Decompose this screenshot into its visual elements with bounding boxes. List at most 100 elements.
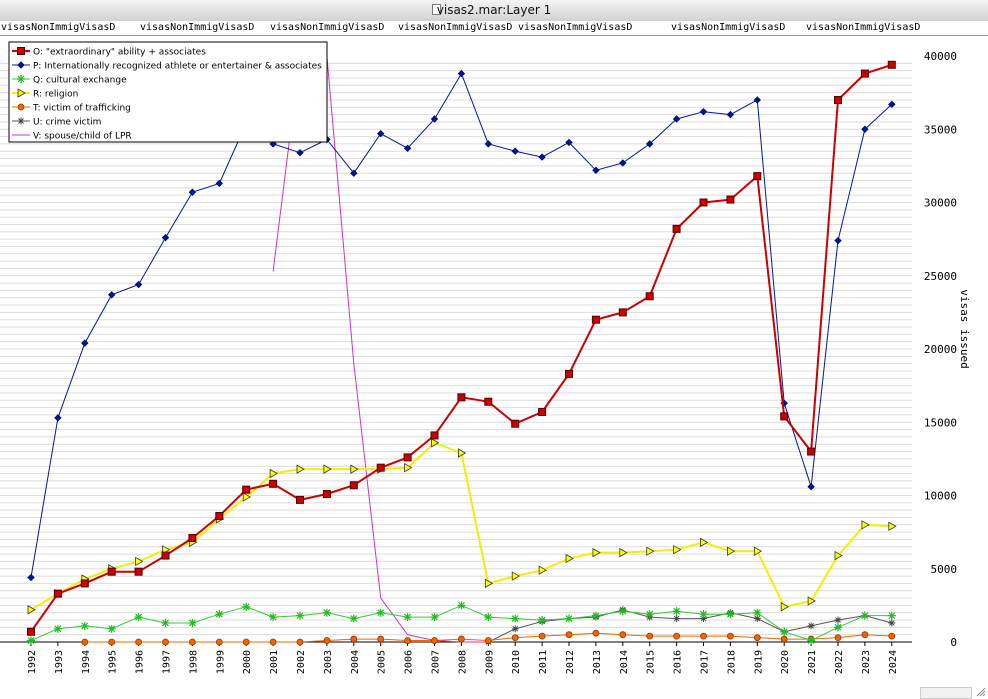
series-p-point (484, 140, 493, 148)
column-header[interactable]: visasNonImmigVisasD (1, 22, 116, 33)
series-o-point (753, 172, 762, 181)
x-tick-label: 2011 (538, 650, 549, 674)
series-r-point (269, 468, 278, 479)
legend-v-label: V: spouse/child of LPR (33, 132, 132, 142)
legend-t-swatch-marker (17, 103, 25, 111)
series-o-point (645, 292, 654, 301)
window-title: visas2.mar:Layer 1 (436, 3, 552, 17)
series-o-point (430, 431, 439, 440)
series-q-point (780, 627, 789, 636)
column-header[interactable]: visasNonImmigVisasD (518, 22, 633, 33)
x-tick-label: 2014 (619, 650, 630, 674)
x-tick-label: 2001 (269, 650, 280, 674)
series-q-point (834, 623, 842, 632)
y-tick-label: 15000 (924, 416, 957, 429)
series-q-point (188, 618, 197, 627)
series-t-point (457, 635, 465, 643)
series-p-point (726, 110, 735, 119)
series-r-point (296, 464, 305, 474)
column-header[interactable]: visasNonImmigVisasD (270, 22, 385, 33)
series-r-point (323, 464, 332, 474)
series-o-point (27, 627, 35, 636)
series-p-point (215, 179, 224, 188)
series-t-point (753, 634, 761, 642)
series-p-point (834, 236, 842, 245)
x-tick-label: 1998 (188, 650, 199, 674)
x-tick-label: 1994 (81, 650, 92, 674)
series-t-point (565, 631, 573, 639)
series-p-point (27, 573, 35, 582)
document-proxy-icon[interactable] (432, 4, 441, 15)
series-o-point (887, 60, 896, 69)
series-r-point (780, 602, 790, 612)
column-header[interactable]: visasNonImmigVisasD (806, 22, 921, 33)
series-o-point (699, 198, 708, 207)
series-o-point (672, 224, 681, 233)
x-tick-label: 2008 (457, 650, 468, 674)
series-t-point (242, 638, 250, 646)
x-tick-label: 2004 (350, 650, 361, 674)
series-t-point (727, 632, 734, 640)
series-q-point (591, 611, 600, 620)
series-o-point (349, 481, 358, 490)
legend-r-swatch-marker (17, 88, 26, 98)
series-t-point (323, 637, 331, 644)
series-q-point (349, 614, 358, 623)
column-header[interactable]: visasNonImmigVisasD (140, 22, 255, 33)
series-q-point (53, 624, 62, 633)
series-o-point (618, 308, 627, 317)
series-u-point (834, 616, 842, 624)
x-tick-label: 1992 (27, 650, 38, 674)
x-tick-label: 2022 (834, 650, 845, 674)
x-tick-label: 2003 (323, 650, 334, 674)
y-tick-label: 0 (950, 636, 957, 649)
horizontal-scrollbar[interactable] (920, 687, 972, 699)
series-p-point (645, 140, 654, 148)
series-t-point (350, 635, 358, 643)
line-chart: 0 5000 10000 15000 20000 25000 30000 35000 40000… (0, 41, 971, 674)
x-tick-label: 2020 (780, 650, 791, 674)
series-t-point (404, 637, 412, 644)
series-r-point (404, 462, 413, 473)
series-q-point (296, 611, 304, 620)
legend-box (8, 41, 328, 143)
series-q-point (618, 607, 627, 616)
series-r-point (592, 547, 601, 558)
column-header[interactable]: visasNonImmigVisasD (398, 22, 513, 33)
series-o-point (484, 397, 493, 406)
series-o-point (296, 495, 304, 504)
series-q-point (699, 610, 708, 619)
series-o-point (53, 589, 62, 598)
series-t-point (511, 634, 519, 642)
column-header[interactable]: visasNonImmigVisasD (671, 22, 786, 33)
series-r-point (565, 553, 574, 564)
y-tick-label: 5000 (931, 563, 958, 576)
series-r-point (27, 605, 36, 615)
window-titlebar[interactable]: visas2.mar:Layer 1 (0, 0, 988, 22)
resize-grip-icon[interactable] (974, 685, 986, 697)
series-q-point (322, 608, 331, 617)
series-t-point (834, 634, 842, 642)
series-q-point (753, 608, 762, 617)
series-t-point (780, 635, 788, 643)
series-q-point (134, 613, 143, 622)
series-o-point (242, 485, 251, 494)
series-o-point (134, 567, 143, 576)
y-tick-label: 25000 (924, 270, 957, 283)
y-tick-label: 20000 (924, 343, 957, 356)
series-p-point (430, 115, 439, 123)
series-q-point (645, 610, 654, 619)
series-q-point (430, 613, 439, 622)
series-t-point (269, 638, 277, 646)
series-p-point (107, 291, 116, 299)
series-o-point (834, 95, 842, 104)
series-u-point (753, 615, 761, 623)
series-p-point (538, 153, 546, 161)
series-r-point (700, 537, 709, 548)
series-r-point (511, 571, 521, 581)
series-o-point (565, 369, 573, 378)
series-u-point (673, 615, 681, 623)
series-q-point (511, 614, 520, 623)
series-q-point (107, 624, 116, 633)
series-p-point (861, 125, 869, 133)
